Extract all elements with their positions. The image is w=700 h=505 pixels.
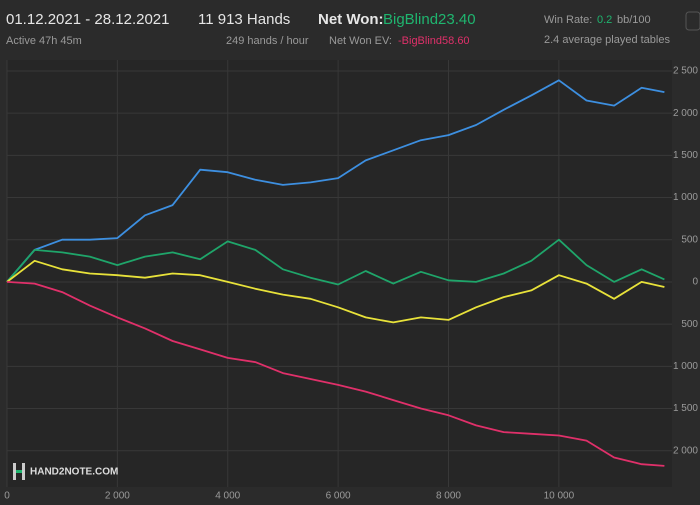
x-tick-label: 8 000: [436, 491, 461, 502]
y-tick-label: 0: [692, 277, 698, 288]
x-tick-label: 2 000: [105, 491, 130, 502]
plot-area: [7, 60, 672, 487]
y-tick-label: 1 000: [673, 192, 698, 203]
net-won-value: BigBlind23.40: [383, 11, 476, 28]
win-rate-label: Win Rate:: [544, 14, 592, 26]
x-tick-label: 4 000: [215, 491, 240, 502]
y-tick-label: 500: [681, 319, 698, 330]
settings-button[interactable]: [685, 11, 700, 31]
x-tick-label: 0: [4, 491, 10, 502]
y-tick-label: 2 000: [673, 445, 698, 456]
y-tick-label: 500: [681, 234, 698, 245]
y-tick-label: 2 000: [673, 108, 698, 119]
net-won-ev-label: Net Won EV:: [329, 35, 392, 47]
y-tick-label: 2 500: [673, 66, 698, 77]
hands-rate: 249 hands / hour: [226, 35, 309, 47]
x-tick-label: 10 000: [544, 491, 575, 502]
win-rate-value: 0.2: [597, 14, 612, 26]
series-line: [6, 281, 665, 467]
y-tick-label: 1 500: [673, 403, 698, 414]
x-tick-label: 6 000: [326, 491, 351, 502]
y-tick-label: 1 000: [673, 361, 698, 372]
series-line: [6, 259, 665, 324]
net-won-ev-value: -BigBlind58.60: [398, 35, 470, 47]
tables: 2.4 average played tables: [544, 34, 670, 46]
net-won-label: Net Won:: [318, 11, 384, 28]
y-tick-label: 1 500: [673, 150, 698, 161]
series-line: [6, 79, 665, 283]
hands: 11 913 Hands: [198, 11, 290, 28]
watermark: HAND2NOTE.COM: [30, 467, 118, 478]
series-line: [6, 238, 665, 286]
win-rate-unit: bb/100: [617, 14, 651, 26]
logo: [13, 463, 25, 480]
date-range: 01.12.2021 - 28.12.2021: [6, 11, 169, 28]
active-time: Active 47h 45m: [6, 35, 82, 47]
